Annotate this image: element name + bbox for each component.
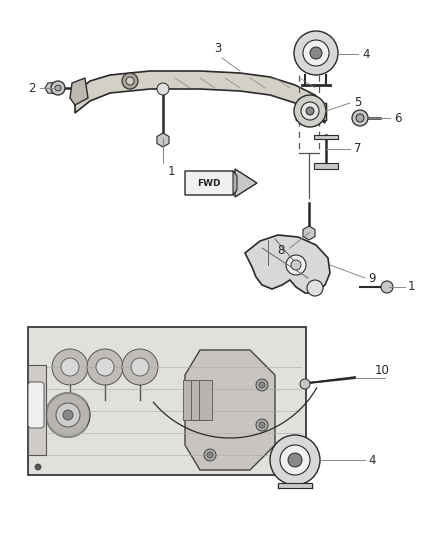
Circle shape [352, 110, 368, 126]
Circle shape [87, 349, 123, 385]
Circle shape [381, 281, 393, 293]
Polygon shape [45, 83, 57, 93]
Circle shape [307, 280, 323, 296]
Circle shape [300, 379, 310, 389]
Polygon shape [296, 103, 326, 120]
Polygon shape [233, 171, 237, 195]
Polygon shape [70, 78, 88, 105]
Text: 1: 1 [408, 280, 416, 294]
Circle shape [207, 452, 213, 458]
Circle shape [303, 40, 329, 66]
Polygon shape [278, 483, 312, 488]
Circle shape [286, 255, 306, 275]
Text: 8: 8 [278, 244, 285, 256]
Circle shape [310, 47, 322, 59]
Text: 3: 3 [214, 42, 222, 55]
Polygon shape [314, 135, 338, 139]
Circle shape [55, 85, 61, 91]
Circle shape [256, 379, 268, 391]
Polygon shape [185, 350, 275, 470]
Circle shape [291, 260, 301, 270]
Text: 4: 4 [362, 47, 370, 61]
Circle shape [63, 410, 73, 420]
Circle shape [294, 95, 326, 127]
Circle shape [256, 419, 268, 431]
Circle shape [204, 449, 216, 461]
Polygon shape [185, 171, 237, 195]
Circle shape [52, 349, 88, 385]
FancyBboxPatch shape [28, 382, 44, 428]
Text: FWD: FWD [197, 179, 221, 188]
Circle shape [46, 393, 90, 437]
Text: 7: 7 [354, 142, 361, 156]
Circle shape [35, 464, 41, 470]
Circle shape [56, 403, 80, 427]
Polygon shape [28, 327, 306, 475]
Polygon shape [75, 71, 325, 123]
Polygon shape [235, 169, 257, 197]
Circle shape [280, 445, 310, 475]
Circle shape [51, 81, 65, 95]
Text: 2: 2 [28, 82, 36, 94]
Polygon shape [199, 380, 212, 420]
Circle shape [122, 73, 138, 89]
Circle shape [294, 31, 338, 75]
Circle shape [306, 107, 314, 115]
Text: 6: 6 [394, 111, 402, 125]
Polygon shape [314, 163, 338, 169]
Polygon shape [245, 235, 330, 293]
Circle shape [61, 358, 79, 376]
Circle shape [122, 349, 158, 385]
Polygon shape [183, 380, 196, 420]
Circle shape [96, 358, 114, 376]
Polygon shape [28, 365, 46, 455]
Circle shape [270, 435, 320, 485]
Text: 4: 4 [368, 454, 375, 466]
Polygon shape [303, 226, 315, 240]
Text: 9: 9 [368, 272, 375, 286]
Polygon shape [157, 133, 169, 147]
Text: 5: 5 [354, 96, 361, 109]
Circle shape [157, 83, 169, 95]
Text: 1: 1 [168, 165, 176, 178]
Circle shape [259, 382, 265, 388]
Circle shape [259, 422, 265, 428]
Circle shape [288, 453, 302, 467]
Circle shape [301, 102, 319, 120]
Text: 10: 10 [375, 365, 390, 377]
Polygon shape [191, 380, 204, 420]
Circle shape [126, 77, 134, 85]
Circle shape [131, 358, 149, 376]
Circle shape [356, 114, 364, 122]
